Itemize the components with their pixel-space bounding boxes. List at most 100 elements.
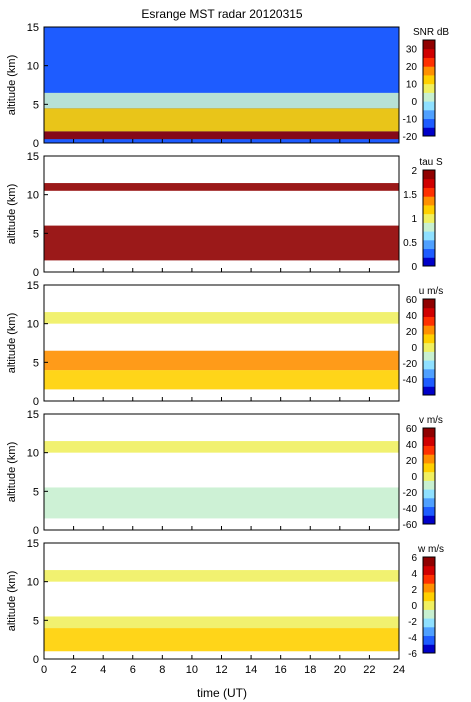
panel-1-colorbar-segment	[423, 48, 435, 58]
panel-1-colorbar-tick-label: -20	[403, 132, 418, 143]
panel-4-colorbar-tick-label: 20	[406, 456, 418, 467]
panel-3-colorbar-segment	[423, 333, 435, 344]
panel-5-colorbar-segment	[423, 618, 435, 628]
panel-1-band-4	[44, 27, 399, 93]
panel-4-colorbar-segment	[423, 489, 435, 499]
panel-5-colorbar-tick-label: 6	[411, 553, 417, 564]
panel-2-ytick-label: 5	[33, 228, 39, 240]
panel-4-colorbar-segment	[423, 445, 435, 455]
panel-2-colorbar-segment	[423, 204, 435, 215]
panel-4-colorbar-segment	[423, 436, 435, 446]
panel-2-colorbar-frame	[422, 169, 436, 267]
panel-1-band-1	[44, 131, 399, 140]
panel-1-y-axis-label: altitude (km)	[6, 55, 18, 116]
panel-3-colorbar-segment	[423, 299, 435, 309]
panel-5-colorbar-segment	[423, 591, 435, 602]
panel-5-colorbar-segment	[423, 644, 435, 654]
panel-2-band-2	[44, 183, 399, 191]
panel-2-colorbar-segment	[423, 257, 435, 267]
panel-4-y-axis-label: altitude (km)	[6, 442, 18, 503]
panel-1-ytick-label: 15	[27, 22, 39, 34]
panel-1-colorbar-segment	[423, 101, 435, 111]
panel-1-colorbar-tick-label: 30	[406, 45, 418, 56]
panel-3-band-2	[44, 350, 399, 371]
panel-2-colorbar-segment	[423, 187, 435, 197]
panel-3-colorbar-segment	[423, 368, 435, 379]
panel-3-colorbar-label: u m/s	[419, 286, 443, 297]
panel-5-band-1	[44, 628, 399, 652]
x-tick-label: 4	[100, 664, 106, 676]
panel-2-colorbar-segment	[423, 231, 435, 241]
panel-5-y-axis-label: altitude (km)	[6, 571, 18, 632]
panel-2-colorbar-segment	[423, 170, 435, 180]
panel-1-colorbar-frame	[422, 39, 436, 137]
panel-4-colorbar-segment	[423, 462, 435, 473]
panel-4-ytick-label: 5	[33, 486, 39, 498]
panel-5-colorbar-segment	[423, 574, 435, 584]
panel-5-colorbar-segment	[423, 565, 435, 575]
panel-4-band-2	[44, 441, 399, 453]
panel-1-ytick-label: 10	[27, 61, 39, 73]
panel-3-colorbar-tick-label: 60	[406, 295, 418, 306]
panel-2-colorbar-segment	[423, 196, 435, 206]
panel-2-colorbar-segment	[423, 178, 435, 188]
chart-title: Esrange MST radar 20120315	[141, 7, 303, 21]
x-tick-label: 12	[215, 664, 227, 676]
panel-4-colorbar-tick-label: -60	[403, 520, 418, 531]
panel-1-colorbar-segment	[423, 66, 435, 76]
panel-3-colorbar-tick-label: -20	[403, 359, 418, 370]
panel-1-colorbar-segment	[423, 109, 435, 120]
panel-4-colorbar-label: v m/s	[419, 415, 443, 426]
panel-4-ytick-label: 10	[27, 448, 39, 460]
panel-5-band-2	[44, 616, 399, 629]
panel-3-colorbar-segment	[423, 307, 435, 317]
panel-3-ytick-label: 5	[33, 357, 39, 369]
panel-3-colorbar-segment	[423, 342, 435, 352]
x-tick-label: 0	[41, 664, 47, 676]
panel-3-ytick-label: 0	[33, 396, 39, 408]
panel-2-colorbar-tick-label: 1	[411, 214, 417, 225]
panel-1-colorbar-tick-label: 20	[406, 62, 418, 73]
panel-5-colorbar-label: w m/s	[417, 544, 444, 555]
panel-2-ytick-label: 0	[33, 267, 39, 279]
x-tick-label: 24	[393, 664, 405, 676]
panel-3-band-3	[44, 312, 399, 324]
panel-3-colorbar-tick-label: 40	[406, 311, 418, 322]
x-tick-label: 8	[159, 664, 165, 676]
panel-5-colorbar-segment	[423, 557, 435, 567]
panel-4-band-1	[44, 487, 399, 519]
panel-2-colorbar-segment	[423, 248, 435, 258]
panel-2-colorbar-segment	[423, 222, 435, 232]
x-tick-label: 2	[71, 664, 77, 676]
panel-1-ytick-label: 5	[33, 99, 39, 111]
panel-2-ytick-label: 15	[27, 151, 39, 163]
panel-5-ytick-label: 10	[27, 577, 39, 589]
panel-1-colorbar-tick-label: -10	[403, 115, 418, 126]
panel-1-colorbar-segment	[423, 40, 435, 50]
panel-4-colorbar-segment	[423, 515, 435, 525]
x-tick-label: 6	[130, 664, 136, 676]
panel-5-band-3	[44, 570, 399, 582]
panel-5-colorbar-segment	[423, 609, 435, 619]
panel-4-ytick-label: 15	[27, 409, 39, 421]
panel-3-colorbar-segment	[423, 377, 435, 387]
panel-5-ytick-label: 5	[33, 615, 39, 627]
panel-4-ytick-label: 0	[33, 525, 39, 537]
panel-2-colorbar-segment	[423, 213, 435, 223]
panel-5-colorbar-segment	[423, 600, 435, 610]
panel-1-colorbar-segment	[423, 57, 435, 67]
panel-1-ytick-label: 0	[33, 138, 39, 150]
panel-3-colorbar-segment	[423, 351, 435, 361]
panel-3-colorbar-frame	[422, 298, 436, 396]
panel-3-ytick-label: 10	[27, 319, 39, 331]
panel-1-colorbar-label: SNR dB	[413, 27, 449, 38]
panel-1-band-2	[44, 108, 399, 132]
panel-4-colorbar-tick-label: 40	[406, 440, 418, 451]
panel-4-colorbar-segment	[423, 471, 435, 481]
panel-5-colorbar-segment	[423, 626, 435, 637]
panel-1-colorbar-segment	[423, 127, 435, 137]
panel-4-colorbar-tick-label: 0	[411, 472, 417, 483]
panel-3-colorbar-segment	[423, 316, 435, 326]
x-tick-label: 20	[334, 664, 346, 676]
panel-2-band-1	[44, 225, 399, 261]
